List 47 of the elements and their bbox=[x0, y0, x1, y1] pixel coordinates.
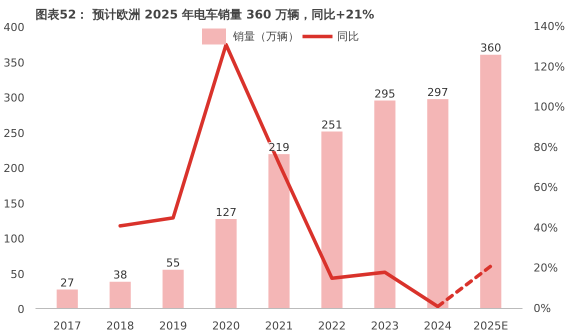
legend-label: 同比 bbox=[337, 28, 359, 44]
data-label: 295 bbox=[374, 88, 396, 101]
data-label: 27 bbox=[60, 276, 74, 290]
x-tick-label: 2021 bbox=[265, 320, 294, 332]
y2-tick-label: 140% bbox=[534, 20, 565, 33]
data-label: 127 bbox=[216, 206, 237, 219]
data-label: 38 bbox=[113, 268, 128, 282]
y-tick-label: 400 bbox=[4, 21, 25, 34]
y-tick-label: 0 bbox=[18, 303, 24, 316]
data-label: 297 bbox=[427, 86, 448, 100]
x-tick-label: 2019 bbox=[159, 320, 188, 332]
y-tick-label: 150 bbox=[4, 197, 25, 210]
bar bbox=[427, 99, 448, 308]
y-tick-label: 300 bbox=[4, 92, 25, 104]
x-tick-label: 2023 bbox=[370, 320, 399, 332]
data-label: 55 bbox=[166, 256, 180, 270]
x-tick-label: 2017 bbox=[53, 320, 82, 332]
bar bbox=[162, 270, 184, 308]
x-tick-label: 2018 bbox=[106, 320, 134, 332]
y2-tick-label: 40% bbox=[534, 221, 558, 234]
bar bbox=[374, 100, 396, 308]
y-tick-label: 200 bbox=[4, 162, 25, 175]
bar bbox=[215, 218, 237, 308]
data-label: 251 bbox=[321, 118, 342, 132]
y2-tick-label: 120% bbox=[534, 60, 565, 74]
y2-tick-label: 0% bbox=[534, 302, 551, 315]
x-tick-label: 2022 bbox=[318, 320, 346, 332]
x-tick-label: 2025E bbox=[473, 320, 508, 332]
y2-tick-label: 80% bbox=[534, 140, 558, 154]
x-tick-label: 2020 bbox=[212, 320, 240, 332]
bar bbox=[321, 132, 343, 308]
bar bbox=[56, 289, 78, 308]
data-label: 219 bbox=[268, 141, 290, 154]
y2-tick-label: 100% bbox=[534, 100, 565, 114]
legend-label: 销量（万辆） bbox=[233, 28, 299, 44]
data-label: 360 bbox=[480, 42, 502, 55]
y2-tick-label: 60% bbox=[534, 181, 558, 194]
chart-title: 图表52： 预计欧洲 2025 年电车销量 360 万辆，同比+21% bbox=[36, 8, 374, 22]
bar bbox=[268, 154, 290, 308]
y-tick-label: 350 bbox=[4, 56, 25, 70]
y-tick-label: 100 bbox=[4, 232, 25, 246]
y-tick-label: 50 bbox=[10, 268, 25, 281]
bar bbox=[480, 54, 502, 308]
y-tick-label: 250 bbox=[4, 126, 25, 140]
y2-tick-label: 20% bbox=[534, 262, 558, 275]
bar bbox=[110, 282, 131, 308]
x-tick-label: 2024 bbox=[424, 320, 452, 332]
